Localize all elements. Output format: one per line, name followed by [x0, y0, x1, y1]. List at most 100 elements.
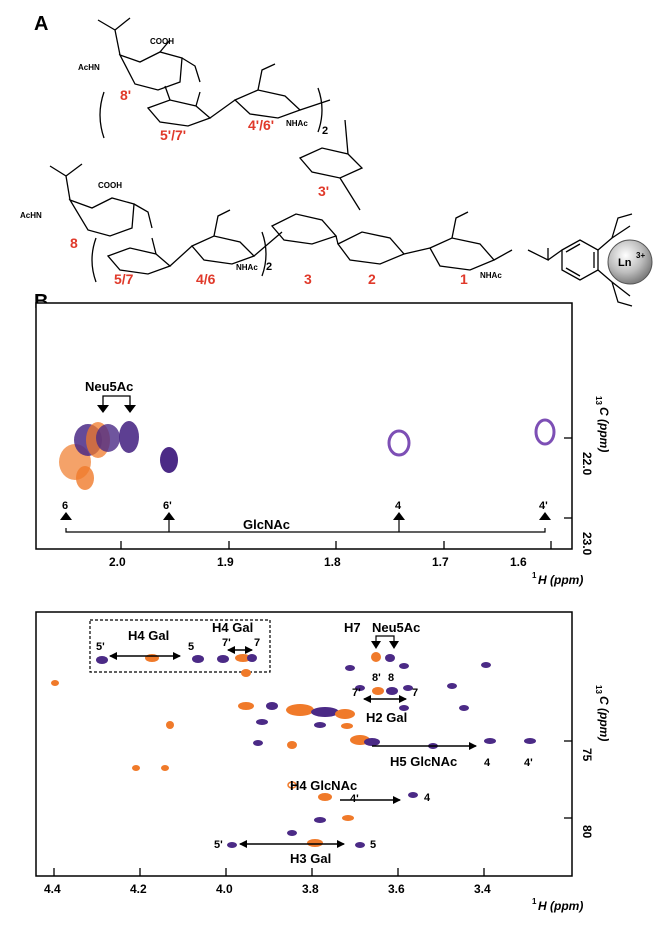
peak: [372, 687, 384, 695]
peak: [408, 792, 418, 798]
peak: [364, 738, 380, 746]
peak-4p: [534, 418, 556, 446]
residue-label: 4'/6': [248, 117, 274, 133]
x-tick: 3.8: [302, 882, 319, 896]
label-7-b: 7: [412, 687, 418, 699]
x-tick: 1.9: [217, 555, 234, 569]
peak: [96, 656, 108, 664]
peak: [119, 421, 139, 453]
peak: [399, 663, 409, 669]
marker-6p: 6': [163, 500, 172, 512]
highlight-box: [89, 619, 271, 673]
label-7p-a: 7': [222, 637, 231, 649]
residue-label: 8': [120, 87, 131, 103]
peak: [345, 665, 355, 671]
residue-label: 4/6: [196, 271, 216, 287]
residue-label: 3: [304, 271, 312, 287]
peak: [235, 654, 251, 662]
annotation-h3gal: H3 Gal: [290, 851, 331, 866]
peak: [314, 817, 326, 823]
residue-label: 5/7: [114, 271, 134, 287]
y-label-sup: 13: [594, 396, 603, 405]
annotation-h7: H7: [344, 620, 361, 635]
peak-4: [387, 429, 411, 457]
label-4-b: 4: [424, 792, 431, 804]
x-label-sup: 1: [532, 571, 537, 580]
peak-6p: [160, 447, 178, 473]
y-tick: 75: [580, 748, 594, 762]
lanthanide-ion-icon: [607, 239, 653, 285]
peak: [241, 669, 251, 677]
annotation-h2gal: H2 Gal: [366, 710, 407, 725]
y-tick: 80: [580, 825, 594, 839]
x-tick: 2.0: [109, 555, 126, 569]
x-tick: 4.4: [44, 882, 61, 896]
metal-label: Ln: [618, 257, 632, 269]
peak: [76, 466, 94, 490]
annotation-neu5ac: Neu5Ac: [85, 379, 133, 394]
label-7p-b: 7': [352, 687, 361, 699]
x-axis-label: H (ppm): [538, 573, 583, 587]
peak: [342, 815, 354, 821]
peak: [217, 655, 229, 663]
peak: [311, 707, 339, 717]
peak: [132, 765, 140, 771]
marker-6: 6: [62, 500, 68, 512]
peak: [51, 680, 59, 686]
marker-4: 4: [395, 500, 402, 512]
peak: [161, 765, 169, 771]
peak: [266, 702, 278, 710]
y-axis-label: C (ppm): [597, 407, 611, 452]
residue-label: 2: [368, 271, 376, 287]
repeat-bottom: 2: [266, 261, 272, 273]
peak: [314, 722, 326, 728]
peak: [447, 683, 457, 689]
nhac-top: NHAc: [286, 119, 308, 128]
peak: [96, 424, 120, 452]
peak: [287, 830, 297, 836]
x-axis-label: H (ppm): [538, 899, 583, 913]
peak: [371, 652, 381, 662]
peak: [459, 705, 469, 711]
residue-label: 3': [318, 183, 329, 199]
x-tick: 1.7: [432, 555, 449, 569]
peak: [247, 654, 257, 662]
label-8p: 8': [372, 672, 381, 684]
x-tick: 1.6: [510, 555, 527, 569]
peak: [287, 781, 297, 789]
peak: [166, 721, 174, 729]
label-5p-b: 5': [214, 839, 223, 851]
peak: [385, 654, 395, 662]
label-4p-b: 4': [350, 793, 359, 805]
peak: [307, 839, 323, 847]
label-7-a: 7: [254, 637, 260, 649]
metal-charge: 3+: [636, 251, 645, 260]
peak: [238, 702, 254, 710]
top-spectrum: 2.0 1.9 1.8 1.7 1.6 22.0 23.0 1 H (ppm) …: [35, 302, 611, 587]
label-8: 8: [388, 672, 394, 684]
peak-cluster-neu5ac: [59, 421, 139, 490]
residue-label: 1: [460, 271, 468, 287]
cooh-top: COOH: [150, 37, 174, 46]
x-tick: 1.8: [324, 555, 341, 569]
x-tick: 4.0: [216, 882, 233, 896]
peak: [481, 662, 491, 668]
annotation-h4glcnac: H4 GlcNAc: [290, 778, 357, 793]
peak: [341, 723, 353, 729]
panel-a-label: A: [34, 13, 48, 35]
label-4-a: 4: [484, 757, 491, 769]
x-tick: 3.6: [388, 882, 405, 896]
peak: [355, 842, 365, 848]
peak: [286, 704, 314, 716]
peak: [403, 685, 413, 691]
acnh-bottom: AcHN: [20, 211, 42, 220]
bottom-spectrum: 4.4 4.2 4.0 3.8 3.6 3.4 75 80 1 H (ppm) …: [35, 611, 611, 913]
label-5-b: 5: [370, 839, 376, 851]
annotation-h5glcnac: H5 GlcNAc: [390, 754, 457, 769]
label-4p-a: 4': [524, 757, 533, 769]
peak: [256, 719, 268, 725]
y-tick: 22.0: [580, 452, 594, 476]
top-spectrum-frame: [35, 302, 573, 550]
peak: [355, 685, 365, 691]
